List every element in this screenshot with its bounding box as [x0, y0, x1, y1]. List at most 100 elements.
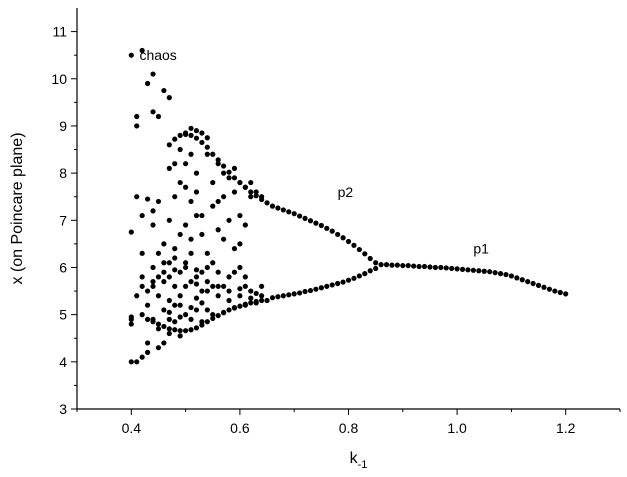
data-point [193, 281, 200, 287]
data-point [253, 193, 259, 199]
data-point [421, 263, 428, 270]
data-point [237, 264, 243, 271]
data-point [541, 284, 547, 290]
data-point [177, 328, 183, 334]
data-point [150, 283, 156, 289]
data-point [264, 297, 270, 304]
data-point [177, 146, 183, 153]
data-point [161, 307, 167, 313]
data-point [351, 242, 357, 248]
data-point [139, 212, 145, 219]
data-point [307, 287, 314, 294]
data-point [530, 280, 536, 287]
data-point [226, 288, 232, 294]
data-point [221, 310, 227, 316]
y-tick-label: 4 [59, 354, 67, 370]
data-point [210, 312, 216, 318]
data-point [307, 218, 314, 224]
data-points [128, 47, 569, 365]
data-point [199, 231, 205, 238]
data-point [193, 212, 200, 219]
data-point [508, 273, 514, 279]
data-point [253, 189, 259, 195]
data-point [427, 264, 433, 270]
data-point [291, 291, 297, 297]
data-point [139, 47, 145, 54]
data-point [139, 250, 145, 256]
data-point [199, 139, 205, 146]
data-point [318, 285, 324, 291]
data-point [144, 196, 151, 202]
data-point [237, 179, 243, 186]
data-point [134, 359, 140, 365]
data-point [155, 326, 162, 332]
data-point [286, 209, 292, 215]
data-point [275, 205, 281, 211]
data-point [183, 264, 189, 271]
data-point [503, 271, 509, 278]
data-point [161, 87, 167, 94]
data-point [237, 212, 243, 219]
x-tick-label: 0.8 [339, 420, 359, 436]
data-point [193, 128, 200, 134]
data-point [172, 136, 178, 142]
data-point [188, 132, 194, 138]
data-point [177, 333, 183, 339]
data-point [324, 283, 330, 289]
data-point [297, 213, 303, 219]
data-point [172, 283, 178, 289]
data-point [183, 260, 189, 266]
data-point [492, 270, 498, 276]
data-point [373, 260, 379, 266]
y-tick-label: 7 [59, 212, 67, 228]
data-point [177, 179, 183, 186]
data-point [183, 328, 189, 334]
data-point [318, 222, 324, 229]
data-point [128, 321, 134, 327]
data-point [172, 161, 178, 167]
data-point [259, 297, 265, 304]
data-point [231, 175, 238, 181]
data-point [166, 260, 172, 266]
data-point [248, 295, 254, 301]
data-point [172, 327, 178, 333]
data-point [150, 279, 156, 285]
data-point [552, 288, 558, 294]
data-point [166, 274, 172, 280]
data-point [242, 283, 248, 289]
data-point [221, 236, 227, 242]
data-point [248, 300, 254, 306]
data-point [144, 288, 151, 294]
x-tick-label: 0.4 [122, 420, 142, 436]
data-point [226, 169, 232, 175]
data-point [269, 295, 276, 301]
data-point [231, 269, 238, 275]
data-point [188, 304, 194, 311]
data-point [210, 260, 216, 266]
data-point [389, 262, 395, 268]
data-point [139, 354, 145, 360]
data-point [193, 170, 200, 176]
data-point [248, 189, 254, 195]
data-point [525, 279, 531, 285]
data-point [221, 170, 227, 176]
data-point [210, 151, 216, 157]
data-point [204, 151, 210, 157]
data-point [487, 269, 493, 275]
data-point [242, 274, 248, 280]
data-point [221, 194, 227, 200]
data-point [161, 340, 167, 346]
data-point [193, 307, 200, 313]
data-point [449, 265, 455, 272]
data-point [237, 293, 243, 299]
y-tick-label: 6 [59, 259, 67, 275]
data-point [155, 198, 162, 205]
data-point [199, 322, 205, 328]
data-point [215, 293, 221, 299]
data-point [215, 269, 221, 275]
data-point [335, 280, 341, 287]
data-point [324, 225, 330, 231]
data-point [329, 228, 335, 234]
data-point [302, 288, 308, 295]
data-point [199, 269, 205, 275]
